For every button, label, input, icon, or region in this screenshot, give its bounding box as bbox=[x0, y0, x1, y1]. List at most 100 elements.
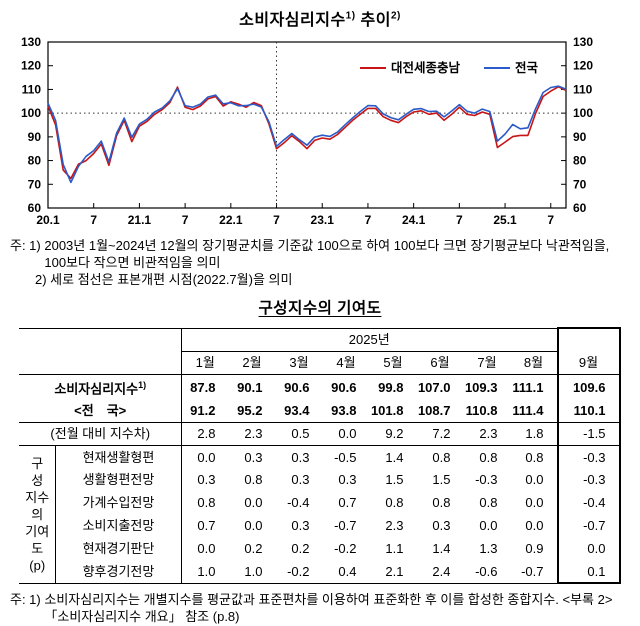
y-axis-label-left: 70 bbox=[28, 177, 42, 191]
value-cell: 2.3 bbox=[228, 421, 276, 446]
value-cell: 0.8 bbox=[463, 444, 511, 469]
note-prefix: 2) bbox=[35, 272, 51, 288]
value-cell: 0.8 bbox=[432, 495, 451, 511]
y-axis-label-left: 80 bbox=[28, 154, 42, 168]
value-cell: -0.7 bbox=[556, 514, 621, 538]
value-cell: 0.3 bbox=[197, 472, 216, 488]
value-cell: 110.1 bbox=[556, 399, 621, 423]
value-cell: 93.4 bbox=[284, 403, 310, 419]
value-cell: 95.2 bbox=[237, 403, 263, 419]
label-header-cell bbox=[19, 328, 182, 375]
contribution-table-body: 소비자심리지수1) 87.8 90.1 90.6 90.6 99.8 107.0 109.3 1… bbox=[19, 374, 621, 585]
x-axis-label: 22.1 bbox=[219, 213, 243, 227]
value-cell: 1.4 bbox=[369, 444, 417, 469]
value-cell: 0.4 bbox=[338, 564, 357, 580]
x-axis-label: 7 bbox=[547, 213, 554, 227]
chart-notes: 주: 1) 2003년 1월~2024년 12월의 장기평균치를 기준값 100… bbox=[10, 237, 632, 288]
value-cell: 90.1 bbox=[237, 379, 263, 395]
value-cell: 0.2 bbox=[244, 541, 263, 557]
month-header: 7월 bbox=[463, 351, 511, 375]
value-cell: -0.7 bbox=[334, 518, 357, 534]
value-cell: -0.4 bbox=[556, 491, 621, 515]
highlight-column-top bbox=[556, 327, 621, 352]
value-cell: 1.1 bbox=[385, 541, 404, 557]
x-axis-label: 7 bbox=[182, 213, 189, 227]
value-cell: -0.7 bbox=[521, 564, 544, 580]
y-axis-label-left: 60 bbox=[28, 201, 42, 215]
value-cell: 90.6 bbox=[284, 379, 310, 395]
value-cell: 0.5 bbox=[275, 421, 323, 446]
value-cell: 1.5 bbox=[432, 472, 451, 488]
row-label: (전월 대비 지수차) bbox=[19, 421, 182, 446]
chart-title-footnote-1: 1) bbox=[345, 10, 356, 22]
table-row: 현재경기판단 0.0 0.2 0.2 -0.2 1.1 1.4 1.3 0.9 0.0 bbox=[19, 537, 621, 561]
value-cell: 1.4 bbox=[432, 541, 451, 557]
x-axis-label: 25.1 bbox=[493, 213, 517, 227]
value-cell: 0.0 bbox=[244, 495, 263, 511]
table-row: 구 성 지수의 기여도 (p) 현재생활형편 0.0 0.3 0.3 -0.5 1.4 0.8 0.8 0… bbox=[19, 444, 621, 584]
contribution-table: 2025년 1월 2월 3월 4월 5월 6월 7월 8월 9월 소비자심리지수1) 87.8 90… bbox=[19, 327, 621, 585]
chart-title-footnote-2: 2) bbox=[390, 10, 401, 22]
note-text: 2003년 1월~2024년 12월의 장기평균치를 기준값 100으로 하여 … bbox=[44, 238, 610, 271]
daejeon-series-line bbox=[47, 85, 567, 180]
table-note-1: 주: 1) 소비자심리지수는 개별지수를 평균값과 표준편차를 이용하여 표준화… bbox=[10, 591, 632, 625]
y-axis-label-left: 100 bbox=[21, 106, 41, 120]
month-header: 8월 bbox=[510, 351, 558, 375]
month-header: 3월 bbox=[275, 351, 323, 375]
value-cell: 0.0 bbox=[197, 541, 216, 557]
nationwide-series-line bbox=[47, 85, 567, 184]
value-cell: 1.0 bbox=[197, 564, 216, 580]
month-header: 2월 bbox=[228, 351, 276, 375]
value-cell: 2.3 bbox=[385, 518, 404, 534]
value-cell: 111.4 bbox=[512, 403, 544, 419]
component-label: 소비지출전망 bbox=[55, 514, 182, 538]
value-cell: 0.3 bbox=[275, 444, 323, 469]
value-cell: 110.8 bbox=[465, 403, 498, 419]
value-cell: 2.3 bbox=[463, 421, 511, 446]
x-axis-label: 20.1 bbox=[36, 213, 60, 227]
y-axis-label-right: 70 bbox=[573, 177, 587, 191]
table-row: 가계수입전망 0.8 0.0 -0.4 0.7 0.8 0.8 0.8 0.0 -0.4 bbox=[19, 491, 621, 515]
value-cell: -1.5 bbox=[556, 421, 621, 446]
month-header: 5월 bbox=[369, 351, 417, 375]
value-cell: 0.8 bbox=[244, 472, 263, 488]
table-notes: 주: 1) 소비자심리지수는 개별지수를 평균값과 표준편차를 이용하여 표준화… bbox=[10, 591, 632, 625]
value-cell: 0.3 bbox=[291, 518, 310, 534]
value-cell: 0.8 bbox=[510, 444, 558, 469]
value-cell: 0.8 bbox=[479, 495, 498, 511]
component-label: 현재생활형편 bbox=[55, 444, 182, 469]
month-header: 9월 bbox=[556, 351, 621, 375]
value-cell: 0.0 bbox=[525, 495, 544, 511]
value-cell: 7.2 bbox=[416, 421, 464, 446]
value-cell: 0.0 bbox=[525, 518, 544, 534]
x-axis-label: 7 bbox=[456, 213, 463, 227]
component-label: 현재경기판단 bbox=[55, 537, 182, 561]
chart-note-1: 주: 1) 2003년 1월~2024년 12월의 장기평균치를 기준값 100… bbox=[10, 237, 632, 271]
value-cell: -0.3 bbox=[475, 472, 498, 488]
month-header: 6월 bbox=[416, 351, 464, 375]
y-axis-label-right: 60 bbox=[573, 201, 587, 215]
value-cell: -0.4 bbox=[287, 495, 310, 511]
value-cell: 1.5 bbox=[385, 472, 404, 488]
x-axis-label: 7 bbox=[90, 213, 97, 227]
value-cell: 0.0 bbox=[556, 537, 621, 561]
table-row: (전월 대비 지수차) 2.8 2.3 0.5 0.0 9.2 7.2 2.3 1.8 -1.5 bbox=[19, 421, 621, 446]
value-cell: 9.2 bbox=[369, 421, 417, 446]
component-label: 생활형편전망 bbox=[55, 468, 182, 492]
value-cell: -0.2 bbox=[334, 541, 357, 557]
group-label: 구 성 지수의 기여도 (p) bbox=[19, 444, 56, 584]
value-cell: 109.3 bbox=[464, 379, 498, 395]
x-axis-label: 21.1 bbox=[128, 213, 152, 227]
chart-title-tail: 추이 bbox=[355, 12, 391, 29]
value-cell: 2.1 bbox=[385, 564, 404, 580]
value-cell: -0.5 bbox=[322, 444, 370, 469]
value-cell: 99.8 bbox=[378, 379, 404, 395]
value-cell: 0.0 bbox=[322, 421, 370, 446]
value-cell: 101.8 bbox=[370, 403, 404, 419]
table-row: 소비자심리지수1) 87.8 90.1 90.6 90.6 99.8 107.0 109.3 1… bbox=[19, 374, 621, 400]
value-cell: 90.6 bbox=[331, 379, 357, 395]
value-cell: 0.2 bbox=[291, 541, 310, 557]
value-cell: 93.8 bbox=[331, 403, 357, 419]
value-cell: 91.2 bbox=[190, 403, 216, 419]
